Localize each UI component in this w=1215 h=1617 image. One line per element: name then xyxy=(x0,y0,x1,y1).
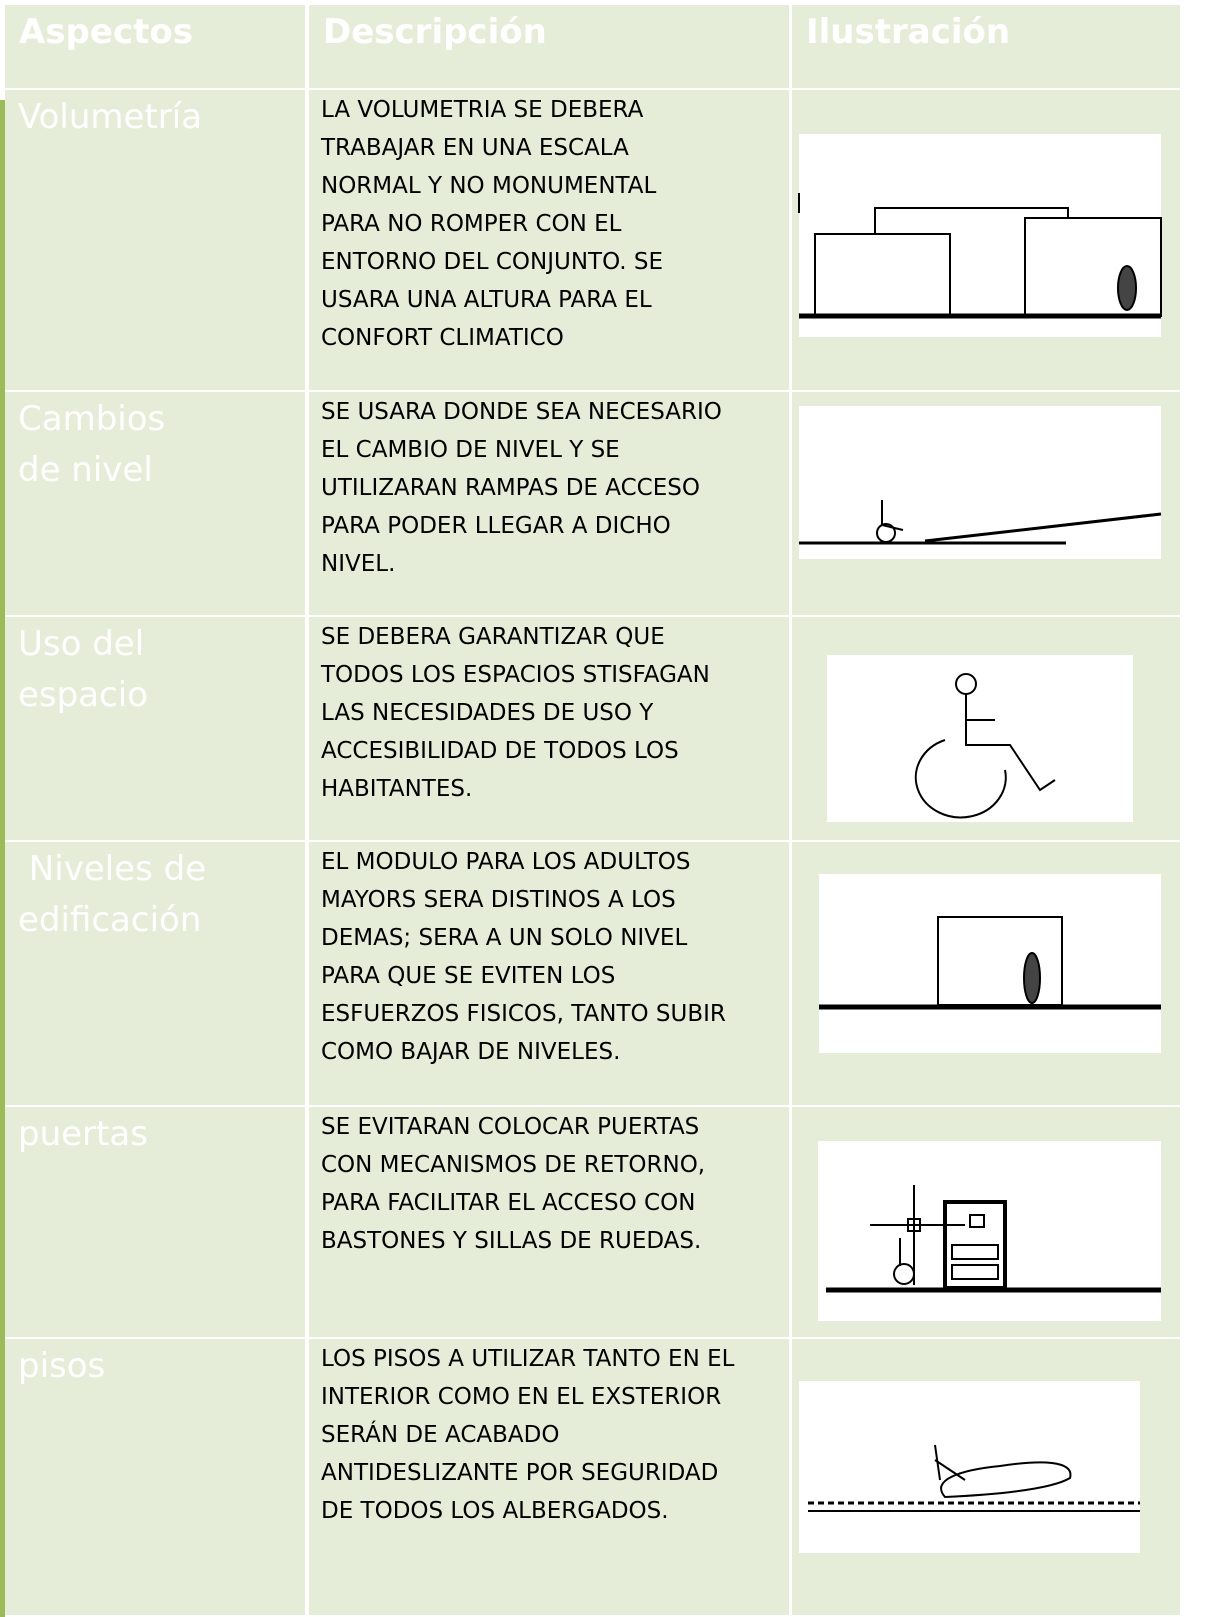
description-text: NIVEL. xyxy=(321,551,396,577)
header-cell xyxy=(309,5,789,88)
header-text: Ilustración xyxy=(806,12,1011,52)
header-text: Aspectos xyxy=(19,12,193,52)
aspect-text: Uso del xyxy=(18,624,145,664)
cell xyxy=(309,617,789,840)
cell xyxy=(5,392,305,615)
description-text: CONFORT CLIMATICO xyxy=(321,325,564,351)
description-text: ANTIDESLIZANTE POR SEGURIDAD xyxy=(321,1460,719,1486)
description-text: DE TODOS LOS ALBERGADOS. xyxy=(321,1498,669,1524)
description-text: LAS NECESIDADES DE USO Y xyxy=(321,700,654,726)
description-text: SE EVITARAN COLOCAR PUERTAS xyxy=(321,1114,700,1140)
description-text: SE DEBERA GARANTIZAR QUE xyxy=(321,624,665,650)
cell xyxy=(309,1107,789,1337)
header-text: Descripción xyxy=(323,12,547,52)
description-text: USARA UNA ALTURA PARA EL xyxy=(321,287,652,313)
cell xyxy=(309,1339,789,1615)
description-text: BASTONES Y SILLAS DE RUEDAS. xyxy=(321,1228,702,1254)
aspect-text: Cambios xyxy=(18,399,166,439)
description-text: PARA PODER LLEGAR A DICHO xyxy=(321,513,671,539)
description-text: HABITANTES. xyxy=(321,776,473,802)
description-text: SE USARA DONDE SEA NECESARIO xyxy=(321,399,722,425)
cell xyxy=(309,392,789,615)
header-cell xyxy=(5,5,305,88)
cell xyxy=(5,1339,305,1615)
cell xyxy=(5,90,305,390)
aspect-text: puertas xyxy=(18,1114,148,1154)
cell xyxy=(309,842,789,1105)
description-text: TODOS LOS ESPACIOS STISFAGAN xyxy=(321,662,710,688)
description-text: MAYORS SERA DISTINOS A LOS xyxy=(321,887,676,913)
aspect-text: Niveles de xyxy=(18,849,207,889)
description-text: SERÁN DE ACABADO xyxy=(321,1422,560,1448)
description-text: DEMAS; SERA A UN SOLO NIVEL xyxy=(321,925,688,951)
description-text: UTILIZARAN RAMPAS DE ACCESO xyxy=(321,475,700,501)
description-text: CON MECANISMOS DE RETORNO, xyxy=(321,1152,706,1178)
aspect-text: de nivel xyxy=(18,450,153,490)
description-text: EL CAMBIO DE NIVEL Y SE xyxy=(321,437,620,463)
description-text: PARA FACILITAR EL ACCESO CON xyxy=(321,1190,696,1216)
description-text: PARA QUE SE EVITEN LOS xyxy=(321,963,616,989)
description-text: COMO BAJAR DE NIVELES. xyxy=(321,1039,621,1065)
description-text: TRABAJAR EN UNA ESCALA xyxy=(321,135,629,161)
description-text: ENTORNO DEL CONJUNTO. SE xyxy=(321,249,664,275)
description-text: LOS PISOS A UTILIZAR TANTO EN EL xyxy=(321,1346,735,1372)
description-text: INTERIOR COMO EN EL EXSTERIOR xyxy=(321,1384,722,1410)
cell xyxy=(5,1107,305,1337)
description-text: LA VOLUMETRIA SE DEBERA xyxy=(321,97,644,123)
description-text: EL MODULO PARA LOS ADULTOS xyxy=(321,849,691,875)
cell xyxy=(309,90,789,390)
description-text: NORMAL Y NO MONUMENTAL xyxy=(321,173,657,199)
left-accent xyxy=(0,100,5,1617)
aspect-text: espacio xyxy=(18,675,148,715)
cell xyxy=(5,842,305,1105)
aspect-text: edificación xyxy=(18,900,202,940)
aspect-text: Volumetría xyxy=(18,97,203,137)
description-text: ACCESIBILIDAD DE TODOS LOS xyxy=(321,738,679,764)
description-text: PARA NO ROMPER CON EL xyxy=(321,211,622,237)
description-text: ESFUERZOS FISICOS, TANTO SUBIR xyxy=(321,1001,726,1027)
header-cell xyxy=(792,5,1180,88)
cell xyxy=(5,617,305,840)
aspect-text: pisos xyxy=(18,1346,106,1386)
